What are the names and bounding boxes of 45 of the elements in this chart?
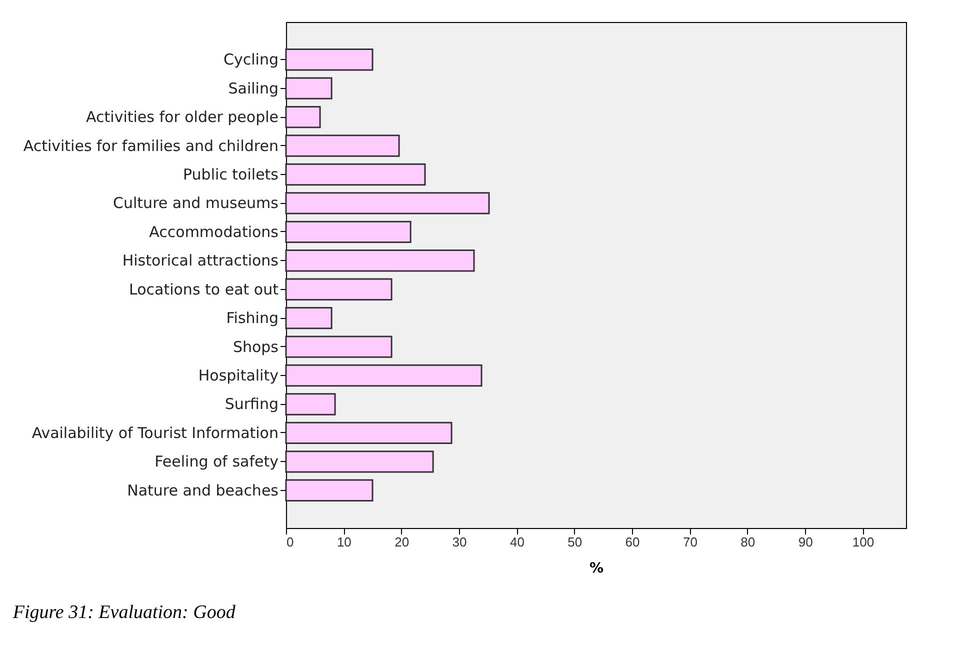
- bar: [285, 192, 490, 214]
- x-tick-label: 100: [852, 534, 874, 550]
- y-tick-label: Sailing: [228, 79, 278, 98]
- bar: [285, 106, 321, 128]
- x-tick-label: 20: [394, 534, 410, 550]
- y-tick-label: Feeling of safety: [154, 452, 279, 471]
- bar: [285, 422, 452, 444]
- y-tick-label: Shops: [232, 338, 279, 356]
- x-tick-label: 40: [510, 534, 524, 550]
- bar: [285, 479, 374, 502]
- y-tick-label: Cycling: [224, 50, 278, 69]
- bar: [285, 134, 400, 157]
- bar: [285, 393, 336, 416]
- bar: [285, 278, 392, 300]
- y-tick-label: Activities for older people: [86, 108, 278, 126]
- y-tick-label: Historical attractions: [122, 252, 279, 270]
- y-tick-label: Nature and beaches: [127, 481, 279, 500]
- x-axis-title: %: [589, 560, 604, 576]
- x-tick-label: 60: [625, 534, 640, 550]
- y-tick-label: Locations to eat out: [129, 280, 279, 298]
- bar: [285, 250, 475, 272]
- bar: [285, 48, 374, 71]
- bar: [285, 163, 426, 186]
- y-tick-label: Public toilets: [183, 165, 279, 184]
- x-tick-label: 90: [798, 534, 813, 550]
- y-tick-label: Hospitality: [198, 366, 279, 385]
- x-tick-label: 70: [682, 534, 698, 550]
- x-tick-label: 80: [740, 534, 756, 550]
- x-tick-label: 10: [336, 534, 352, 550]
- y-tick-label: Surfing: [224, 395, 278, 414]
- x-tick-label: 0: [286, 534, 294, 550]
- y-tick-label: Fishing: [226, 309, 278, 328]
- x-tick-label: 30: [452, 534, 467, 550]
- bar: [285, 306, 332, 330]
- x-tick-label: 50: [568, 534, 582, 550]
- bar: [285, 77, 332, 100]
- y-tick-label: Accommodations: [149, 222, 279, 241]
- bar: [285, 336, 392, 358]
- bar: [285, 450, 434, 473]
- y-tick-label: Culture and museums: [113, 194, 279, 212]
- bar: [285, 220, 412, 244]
- caption: Figure 31: Evaluation: Good: [12, 602, 236, 623]
- y-tick-label: Activities for families and children: [23, 136, 278, 155]
- y-tick-label: Availability of Tourist Information: [32, 424, 278, 442]
- bar: [285, 364, 482, 387]
